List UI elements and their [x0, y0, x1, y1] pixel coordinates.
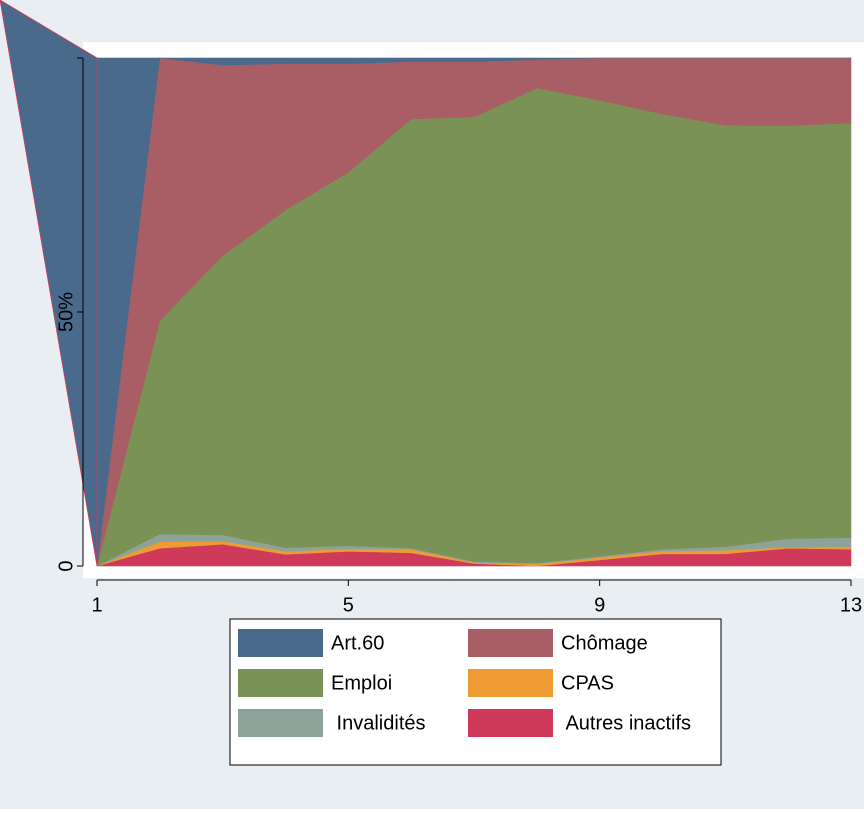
x-tick-label: 9	[594, 595, 605, 617]
legend-swatch	[238, 709, 323, 737]
legend: Art.60 Chômage Emploi CPAS Invalidités Autr…	[229, 618, 722, 766]
legend-swatch	[468, 669, 553, 697]
legend-swatch	[238, 629, 323, 657]
x-tick-label: 5	[343, 595, 354, 617]
area-series-art-60	[96, 57, 851, 567]
legend-label: Chômage	[561, 632, 648, 654]
x-tick-label: 13	[840, 595, 862, 617]
y-tick-label: 0	[55, 560, 77, 571]
legend-swatch	[468, 709, 553, 737]
legend-label: Art.60	[331, 632, 384, 654]
legend-label: Emploi	[331, 672, 392, 694]
y-tick-label: 50%	[55, 292, 77, 332]
x-tick-label: 1	[91, 595, 102, 617]
legend-label: CPAS	[561, 672, 614, 694]
legend-swatch	[238, 669, 323, 697]
legend-label: Invalidités	[331, 712, 426, 734]
stacked-areas	[0, 0, 852, 567]
axes: 0 50% 1 5 9 13	[55, 57, 862, 617]
legend-swatch	[468, 629, 553, 657]
area-series-art60-overflow	[0, 0, 98, 567]
legend-label: Autres inactifs	[561, 712, 691, 734]
